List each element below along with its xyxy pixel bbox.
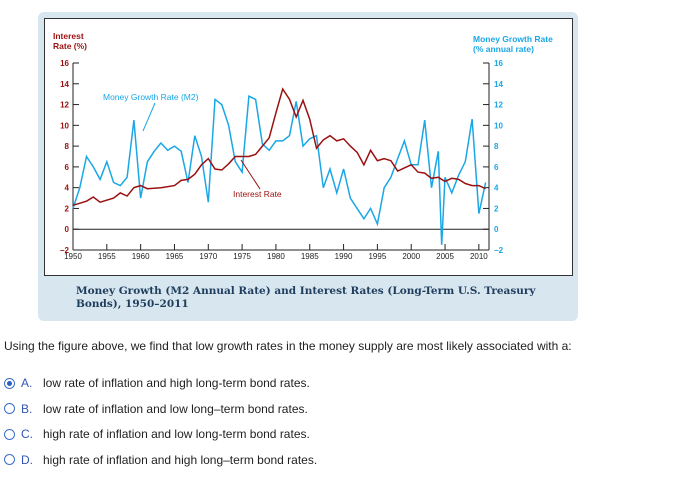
chart-box: −2 −2 0 0 2 2 4 4 6 6 8 8 10 10 12 12 14 14 16 16 1950 1955 19… [44, 18, 573, 276]
option-letter: D. [21, 452, 33, 467]
interest-rate-line [72, 87, 486, 207]
x-tick-label: 2010 [470, 252, 488, 261]
question-text: Using the figure above, we find that low… [4, 339, 572, 353]
interest-rate-pointer [240, 159, 261, 190]
x-tick-label: 1975 [233, 252, 251, 261]
left-tick-label: 8 [65, 142, 70, 151]
option-text: low rate of inflation and high long-term… [43, 376, 310, 390]
right-axis-label: (% annual rate) [473, 44, 534, 54]
x-tick-label: 1965 [166, 252, 184, 261]
x-tick-label: 2000 [402, 252, 420, 261]
right-tick-label: 2 [494, 204, 499, 213]
x-tick-label: 1980 [267, 252, 285, 261]
answer-option-a[interactable]: A. low rate of inflation and high long-te… [4, 376, 310, 390]
answer-option-b[interactable]: B. low rate of inflation and low long–ter… [4, 402, 308, 416]
left-tick-label: 4 [65, 184, 70, 193]
left-tick-label: 12 [60, 101, 69, 110]
money-growth-pointer [142, 102, 156, 132]
right-tick-label: 10 [494, 121, 503, 130]
left-tick-label: 6 [65, 163, 70, 172]
x-tick-label: 2005 [436, 252, 454, 261]
option-text: high rate of inflation and low long-term… [43, 427, 310, 441]
left-tick-label: 10 [60, 121, 69, 130]
right-tick-label: 4 [494, 184, 499, 193]
radio-button[interactable] [4, 454, 15, 465]
radio-button[interactable] [4, 403, 15, 414]
answer-option-c[interactable]: C. high rate of inflation and low long-te… [4, 427, 310, 441]
interest-rate-label: Interest Rate [233, 189, 282, 199]
left-axis-label: Rate (%) [53, 41, 87, 51]
x-tick-label: 1995 [368, 252, 386, 261]
left-tick-label: 14 [60, 80, 69, 89]
x-tick-label: 1950 [64, 252, 82, 261]
left-tick-label: 16 [60, 59, 69, 68]
radio-button[interactable] [4, 428, 15, 440]
right-tick-label: 16 [494, 59, 503, 68]
option-letter: C. [21, 427, 33, 441]
money-growth-label: Money Growth Rate (M2) [103, 92, 199, 102]
option-text: low rate of inflation and low long–term … [43, 401, 308, 416]
right-tick-label: 0 [494, 225, 499, 234]
left-tick-label: −2 [60, 246, 70, 255]
right-axis-label: Money Growth Rate [473, 34, 553, 44]
left-axis-label: Interest [53, 31, 84, 41]
x-tick-label: 1960 [132, 252, 150, 261]
right-tick-label: −2 [494, 246, 504, 255]
chart: −2 −2 0 0 2 2 4 4 6 6 8 8 10 10 12 12 14 14 16 16 1950 1955 19… [53, 31, 553, 261]
option-letter: B. [21, 401, 33, 416]
answer-option-d[interactable]: D. high rate of inflation and high long–t… [4, 453, 317, 467]
figure-caption: Money Growth (M2 Annual Rate) and Intere… [76, 285, 536, 310]
option-text: high rate of inflation and high long–ter… [43, 452, 318, 467]
right-tick-label: 12 [494, 101, 503, 110]
right-tick-label: 8 [494, 142, 499, 151]
x-tick-label: 1985 [301, 252, 319, 261]
left-tick-label: 0 [65, 225, 70, 234]
x-tick-label: 1955 [98, 252, 116, 261]
radio-button[interactable] [4, 377, 15, 389]
x-tick-label: 1990 [335, 252, 353, 261]
right-tick-label: 6 [494, 163, 499, 172]
right-tick-label: 14 [494, 80, 503, 89]
x-tick-label: 1970 [199, 252, 217, 261]
option-letter: A. [21, 376, 33, 390]
left-tick-label: 2 [65, 204, 70, 213]
money-growth-line [72, 95, 487, 245]
